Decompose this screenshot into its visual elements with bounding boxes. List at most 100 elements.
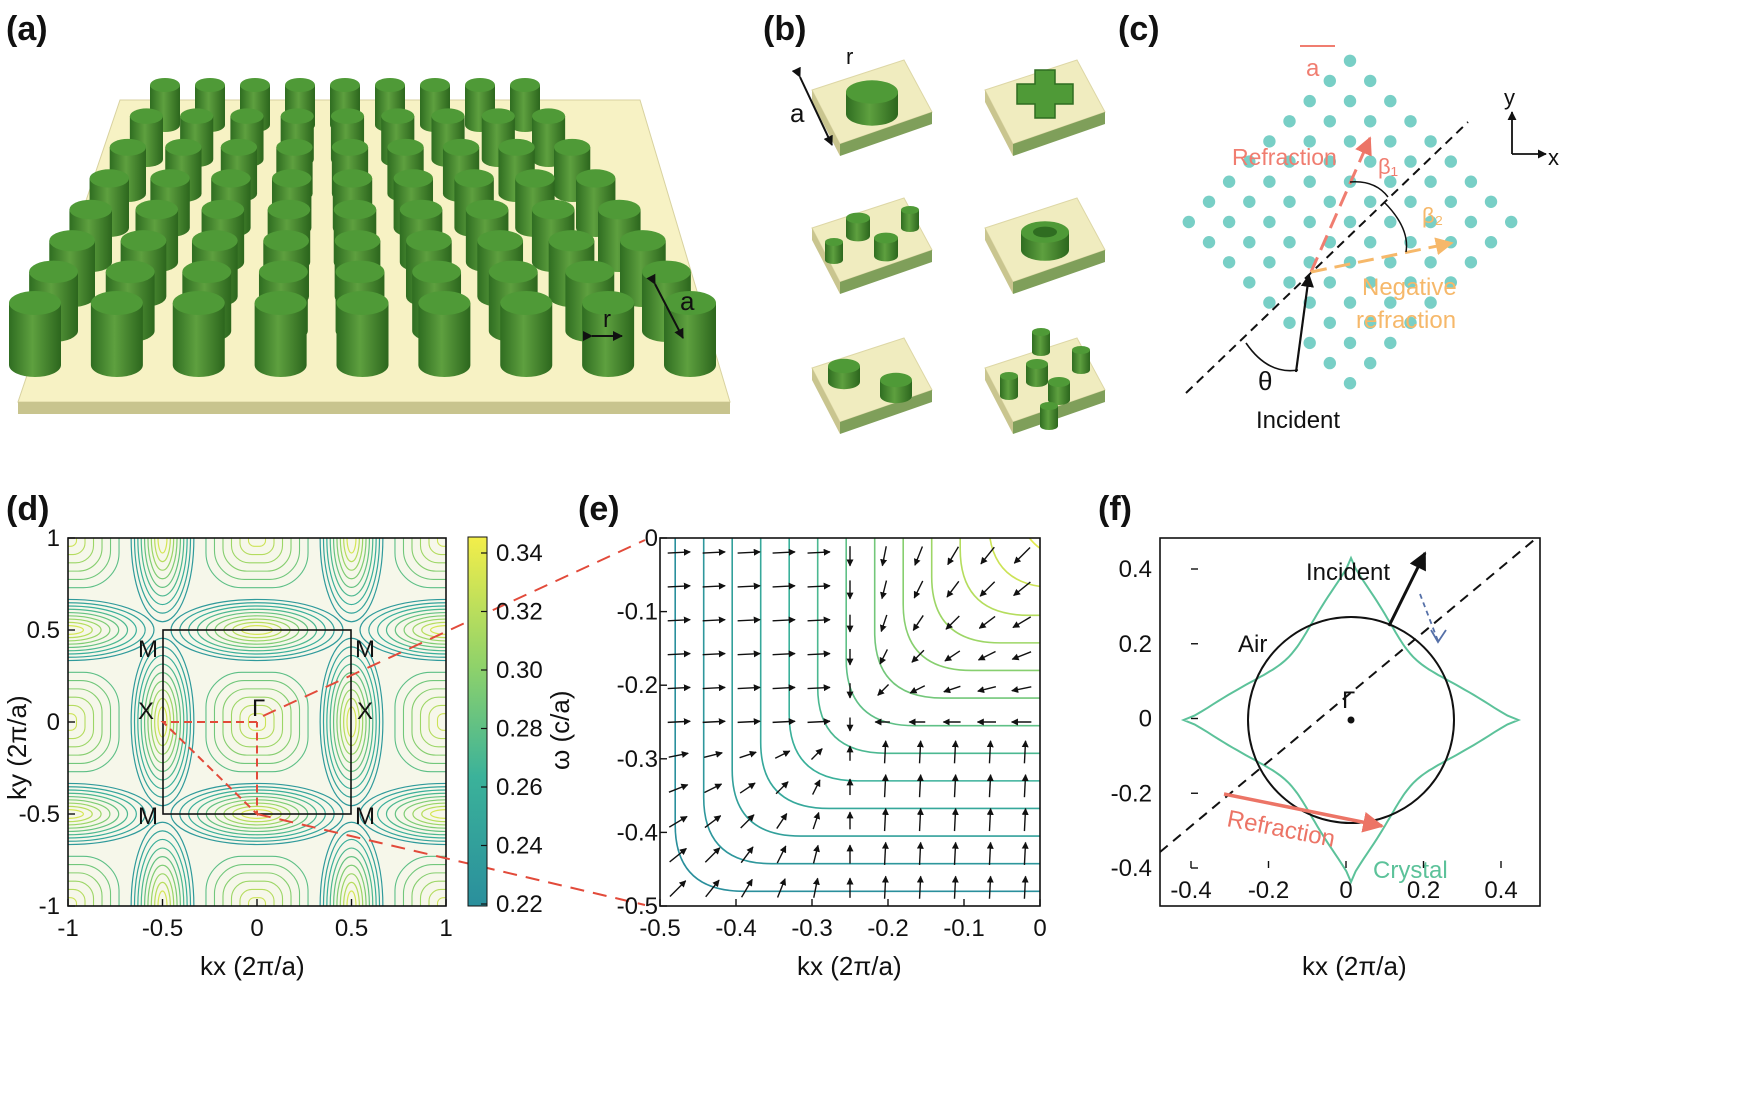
axis-x-label: x	[1548, 145, 1559, 170]
x-tick-label: -0.5	[142, 915, 183, 942]
contour-line	[247, 538, 267, 547]
contour-line	[68, 782, 155, 846]
corner-rod-top	[874, 232, 898, 244]
velocity-arrow	[737, 718, 761, 726]
velocity-arrow	[916, 841, 924, 865]
contour-line	[336, 538, 367, 580]
x-tick-label: -0.4	[715, 915, 756, 942]
contour-line	[68, 792, 129, 836]
pillar-top	[620, 230, 666, 252]
axis-y-label: y	[1504, 85, 1515, 110]
pillar-top	[412, 260, 462, 284]
crystal-label: Crystal	[1373, 857, 1448, 884]
ring-hole	[1033, 226, 1057, 238]
contour-line	[319, 821, 384, 906]
lattice-dot	[1222, 215, 1236, 229]
contour-line	[702, 538, 1040, 865]
velocity-arrow	[739, 750, 757, 759]
xy-axes-indicator: y x	[1504, 85, 1559, 170]
colorbar-tick-label: 0.22	[496, 891, 543, 918]
lattice-dot	[1283, 195, 1296, 208]
lattice-dot	[1364, 195, 1377, 208]
velocity-arrow	[951, 875, 959, 899]
contour-line	[959, 538, 1040, 617]
center-rod-top	[1026, 359, 1048, 369]
lattice-dot	[1222, 175, 1236, 188]
y-tick-label: 0	[1139, 706, 1152, 733]
contour-line	[68, 786, 146, 842]
single-rod-top	[846, 80, 898, 104]
velocity-arrow	[912, 615, 924, 631]
contour-line	[346, 538, 357, 554]
pillar	[9, 303, 61, 377]
contour-line	[68, 696, 95, 748]
point-X-right: X	[357, 698, 373, 725]
interface-line-f	[1160, 538, 1538, 853]
point-M-br: M	[355, 803, 375, 830]
substrate-side	[18, 402, 730, 414]
lattice-dot	[1384, 215, 1397, 229]
contour-line	[343, 538, 360, 563]
reflected-arrowhead	[1430, 629, 1447, 644]
velocity-arrow	[1012, 616, 1032, 629]
velocity-arrow	[669, 847, 687, 863]
lattice-dot	[1343, 256, 1357, 269]
pillar-top	[442, 138, 480, 156]
contour-line	[68, 598, 155, 662]
lattice-dot	[1343, 377, 1357, 390]
point-M-bl: M	[138, 803, 158, 830]
lattice-dot	[1323, 316, 1337, 329]
pillar-top	[381, 108, 415, 124]
velocity-arrow	[772, 650, 796, 658]
velocity-arrow	[776, 813, 788, 829]
cell-width-label: a	[790, 98, 805, 128]
velocity-arrow	[737, 582, 761, 590]
contour-line	[130, 538, 195, 623]
panel-a: (a) r a	[6, 10, 731, 414]
velocity-arrow	[1011, 651, 1032, 661]
contour-line	[68, 795, 120, 833]
velocity-arrow	[1021, 807, 1029, 832]
contour-line	[133, 538, 192, 614]
panel-e-label: (e)	[578, 490, 620, 528]
point-M-tr: M	[355, 636, 375, 663]
lattice-dot	[1263, 135, 1276, 148]
pillar-top	[29, 260, 78, 284]
cell-side	[985, 228, 1013, 294]
velocity-arrow	[668, 783, 689, 793]
half-rod-top	[1032, 327, 1050, 337]
x-tick-label: -0.5	[639, 915, 680, 942]
pillar-top	[201, 199, 245, 220]
pillar-top	[532, 108, 566, 124]
velocity-arrow	[916, 807, 924, 832]
contour-line	[368, 786, 446, 842]
lattice-dot	[1404, 195, 1417, 208]
contour-line	[394, 671, 446, 773]
velocity-arrow	[986, 841, 994, 865]
center-rod-top	[1048, 377, 1070, 387]
lattice-dot	[1364, 276, 1377, 289]
contour-line	[154, 538, 171, 563]
velocity-arrow	[879, 649, 889, 665]
pillar-top	[531, 199, 575, 220]
lattice-dot	[1243, 236, 1256, 249]
contour-line	[68, 602, 146, 658]
lattice-dot	[1444, 195, 1458, 208]
beta2-label: β₂	[1422, 203, 1443, 228]
y-tick-label: -0.4	[617, 819, 658, 846]
dimer-rod-top	[828, 358, 860, 374]
velocity-arrow	[951, 807, 959, 832]
lattice-dot	[1424, 135, 1437, 148]
pillar-top	[150, 78, 180, 92]
velocity-arrow	[946, 580, 960, 598]
pillar-top	[120, 230, 167, 252]
velocity-arrow	[1021, 875, 1029, 899]
pillar-top	[454, 169, 494, 188]
cell-side	[985, 368, 1013, 434]
pillar-top	[465, 78, 495, 92]
pillar	[336, 303, 389, 377]
pillar-top	[240, 78, 270, 92]
velocity-arrow	[986, 875, 994, 899]
velocity-arrow	[812, 844, 820, 864]
